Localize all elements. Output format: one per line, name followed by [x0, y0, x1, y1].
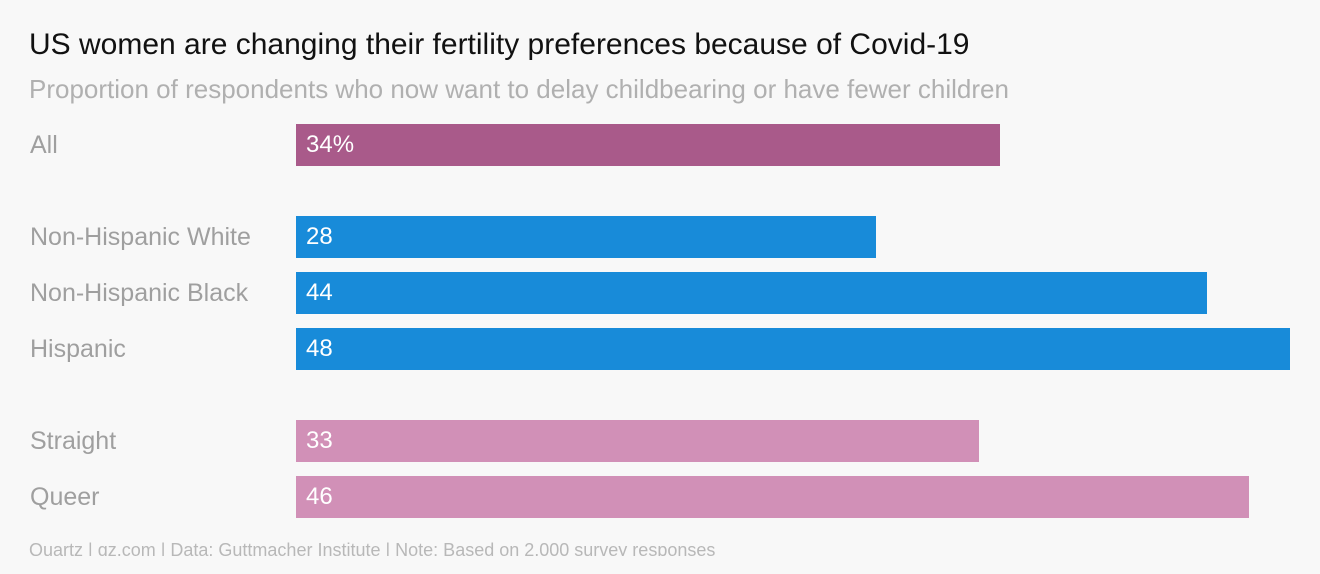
value-label: 48 [306, 335, 333, 362]
bar-non-hispanic-black: 44 [296, 272, 1207, 314]
value-label: 34% [306, 131, 355, 158]
chart-title: US women are changing their fertility pr… [29, 28, 970, 61]
bar-straight: 33 [296, 420, 979, 462]
value-label: 46 [306, 483, 333, 510]
bar-row-all: All 34% [0, 124, 1320, 166]
bar-row-non-hispanic-black: Non-Hispanic Black 44 [0, 272, 1320, 314]
category-label: All [30, 131, 58, 159]
category-label: Non-Hispanic White [30, 223, 251, 251]
value-label: 28 [306, 223, 333, 250]
bar-hispanic: 48 [296, 328, 1290, 370]
bar-all: 34% [296, 124, 1000, 166]
bar-row-non-hispanic-white: Non-Hispanic White 28 [0, 216, 1320, 258]
bar-queer: 46 [296, 476, 1249, 518]
bar-row-queer: Queer 46 [0, 476, 1320, 518]
category-label: Non-Hispanic Black [30, 279, 249, 307]
bar-row-straight: Straight 33 [0, 420, 1320, 462]
value-label: 44 [306, 279, 333, 306]
value-label: 33 [306, 427, 333, 454]
chart-footer: Quartz | qz.com | Data: Guttmacher Insti… [29, 540, 716, 556]
bar-row-hispanic: Hispanic 48 [0, 328, 1320, 370]
category-label: Hispanic [30, 335, 126, 363]
category-label: Straight [30, 427, 117, 455]
bar-non-hispanic-white: 28 [296, 216, 876, 258]
chart-subtitle: Proportion of respondents who now want t… [29, 74, 1009, 104]
category-label: Queer [30, 483, 100, 511]
